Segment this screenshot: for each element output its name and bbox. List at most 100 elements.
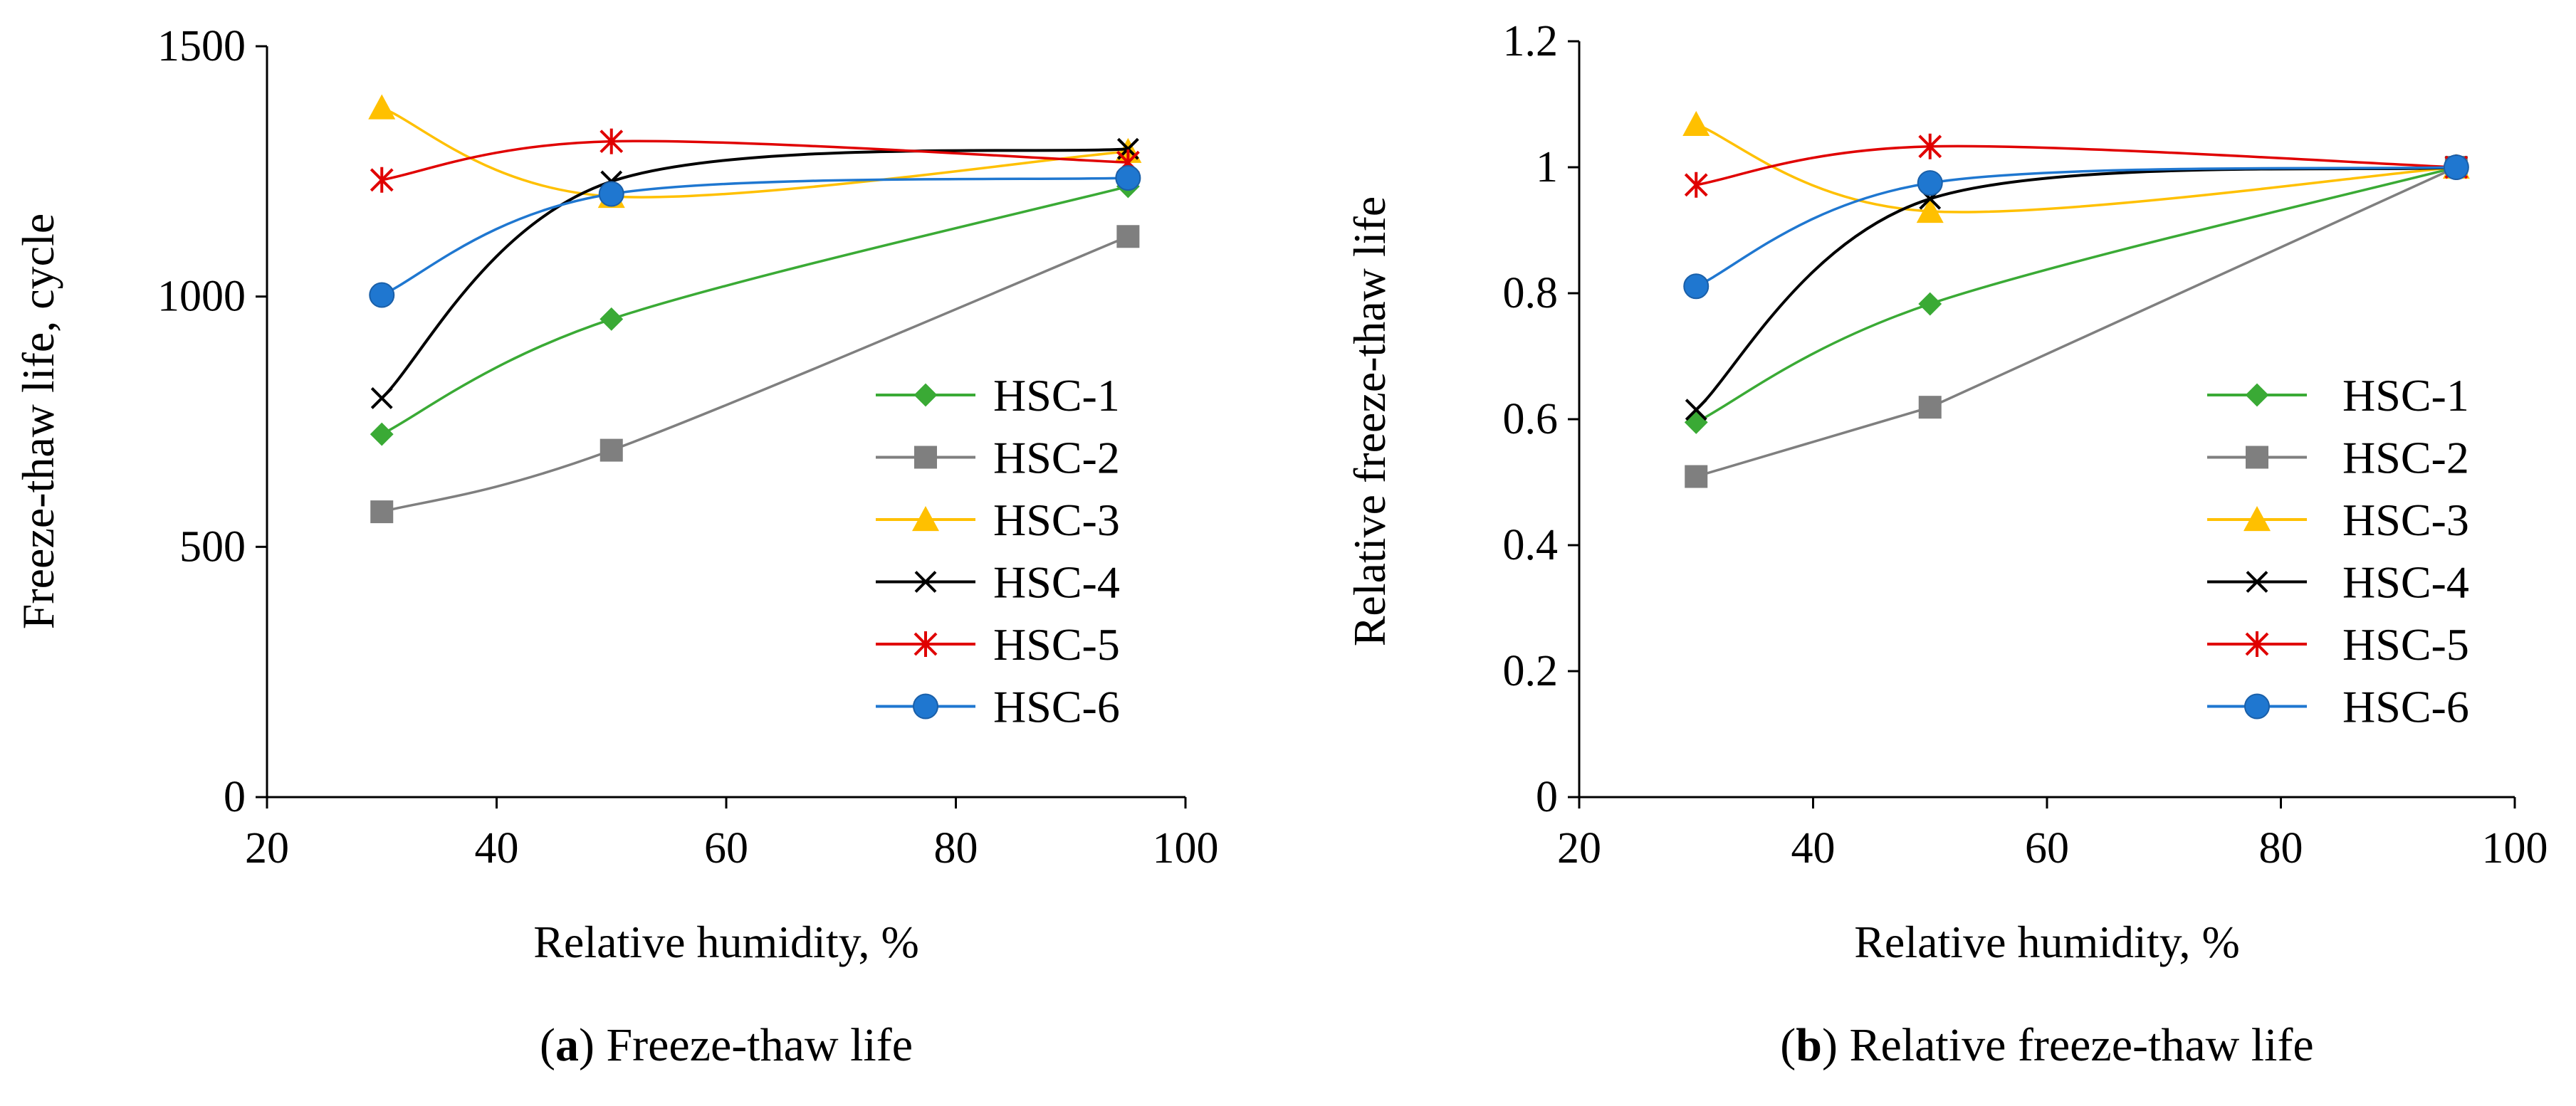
a-legend-label: HSC-5 xyxy=(993,619,1120,670)
a-caption-close: ) xyxy=(579,1019,606,1071)
a-data-point xyxy=(368,94,396,120)
a-data-point xyxy=(370,422,394,446)
b-y-tick-label: 0 xyxy=(1536,773,1558,821)
a-legend-entry: HSC-2 xyxy=(876,433,1120,483)
b-y-tick-label: 0.2 xyxy=(1503,647,1559,695)
a-data-point xyxy=(1115,164,1141,191)
a-legend-label: HSC-2 xyxy=(993,433,1120,483)
b-data-point xyxy=(2443,154,2469,180)
b-data-point xyxy=(1684,411,1708,434)
a-series-line xyxy=(381,235,1129,513)
a-y-tick-label: 1000 xyxy=(157,273,246,321)
a-x-tick-label: 40 xyxy=(475,824,519,873)
b-legend-marker xyxy=(2246,571,2268,593)
a-legend-marker xyxy=(913,383,938,407)
b-legend-label: HSC-6 xyxy=(2342,682,2469,732)
b-y-tick-label: 0.6 xyxy=(1503,395,1559,443)
b-data-point xyxy=(1682,110,1710,136)
a-legend-label: HSC-3 xyxy=(993,495,1120,545)
a-caption-letter: a xyxy=(555,1019,579,1071)
a-legend-marker xyxy=(913,693,938,720)
b-legend-label: HSC-1 xyxy=(2342,370,2469,421)
a-legend-label: HSC-4 xyxy=(993,557,1120,608)
b-legend-entry: HSC-1 xyxy=(2207,370,2469,421)
b-caption-open: ( xyxy=(1780,1019,1796,1071)
a-legend-entry: HSC-5 xyxy=(876,619,1120,670)
chart-a: 0 500 1000 1500 20 40 60 80 100 Relative humidity… xyxy=(13,22,1219,1071)
a-caption-open: ( xyxy=(540,1019,555,1071)
b-x-tick-label: 80 xyxy=(2259,824,2303,873)
b-y-tick-label: 1.2 xyxy=(1503,17,1559,65)
b-series-line xyxy=(1695,123,2457,214)
a-series-line xyxy=(382,139,1129,181)
a-x-axis-title: Relative humidity, % xyxy=(533,917,919,967)
b-data-point xyxy=(1684,172,1708,198)
b-series-line xyxy=(1695,166,2457,423)
b-caption: (b) Relative freeze-thaw life xyxy=(1780,1019,2313,1071)
b-data-point xyxy=(1918,133,1942,159)
b-legend-label: HSC-3 xyxy=(2342,495,2469,545)
b-legend-marker xyxy=(2244,693,2270,720)
b-y-tick-label: 0.4 xyxy=(1503,521,1559,569)
a-legend-marker xyxy=(912,506,939,532)
a-x-tick-label: 100 xyxy=(1153,824,1219,873)
b-data-point xyxy=(1918,292,1942,316)
b-series-hsc-5 xyxy=(1684,133,2468,198)
a-legend-marker xyxy=(913,631,938,657)
a-data-point xyxy=(598,181,624,207)
a-data-point xyxy=(1116,225,1140,248)
a-data-point xyxy=(370,167,394,193)
a-x-tick-label: 80 xyxy=(934,824,978,873)
b-x-tick-label: 100 xyxy=(2482,824,2548,873)
b-legend-marker xyxy=(2243,506,2271,532)
b-x-tick-label: 40 xyxy=(1791,824,1836,873)
b-legend-marker xyxy=(2245,383,2269,407)
a-data-point xyxy=(370,500,394,524)
a-series-hsc-2 xyxy=(370,225,1140,524)
b-x-tick-label: 20 xyxy=(1557,824,1601,873)
b-y-tick-label: 1 xyxy=(1536,143,1558,191)
b-data-point xyxy=(1916,197,1944,223)
a-caption-text: Freeze-thaw life xyxy=(606,1019,913,1071)
a-data-point xyxy=(370,387,393,409)
b-legend-entry: HSC-3 xyxy=(2207,495,2469,545)
b-caption-letter: b xyxy=(1796,1019,1822,1071)
b-legend-entry: HSC-6 xyxy=(2207,682,2469,732)
a-data-point xyxy=(600,128,624,154)
b-legend-label: HSC-2 xyxy=(2342,433,2469,483)
b-x-axis-title: Relative humidity, % xyxy=(1854,917,2240,967)
a-data-point xyxy=(600,307,624,331)
a-legend-entry: HSC-1 xyxy=(876,370,1120,421)
a-caption: (a) Freeze-thaw life xyxy=(540,1019,913,1071)
b-series-hsc-1 xyxy=(1684,155,2468,434)
b-legend-marker xyxy=(2246,446,2268,469)
b-legend-entry: HSC-4 xyxy=(2207,557,2469,608)
b-x-tick-label: 60 xyxy=(2025,824,2069,873)
b-caption-close: ) xyxy=(1822,1019,1849,1071)
a-series-line xyxy=(381,177,1129,297)
a-series-hsc-6 xyxy=(369,164,1141,308)
b-legend-entry: HSC-5 xyxy=(2207,619,2469,670)
a-legend-entry: HSC-6 xyxy=(876,682,1120,732)
b-legend-marker xyxy=(2245,631,2269,657)
a-legend-entry: HSC-4 xyxy=(876,557,1120,608)
a-legend-marker xyxy=(914,571,937,593)
b-series-line xyxy=(1695,166,2457,478)
a-series-line xyxy=(381,185,1129,436)
a-y-tick-label: 0 xyxy=(224,773,246,821)
a-data-point xyxy=(369,282,395,308)
b-y-axis-title: Relative freeze-thaw life xyxy=(1344,196,1395,647)
b-y-tick-label: 0.8 xyxy=(1503,269,1559,317)
a-legend-label: HSC-1 xyxy=(993,370,1120,421)
a-series-line xyxy=(381,106,1129,199)
b-series-line xyxy=(1695,166,2456,288)
b-series-hsc-6 xyxy=(1683,154,2469,300)
b-caption-text: Relative freeze-thaw life xyxy=(1849,1019,2313,1071)
chart-b: 0 0.2 0.4 0.6 0.8 1 1.2 20 40 60 80 100 Relative hum… xyxy=(1344,17,2548,1071)
a-legend-entry: HSC-3 xyxy=(876,495,1120,545)
a-x-tick-label: 60 xyxy=(704,824,748,873)
a-series-line xyxy=(380,147,1129,399)
b-legend-label: HSC-4 xyxy=(2342,557,2469,608)
a-y-axis-title: Freeze-thaw life, cycle xyxy=(13,214,63,630)
b-data-point xyxy=(1917,170,1943,196)
